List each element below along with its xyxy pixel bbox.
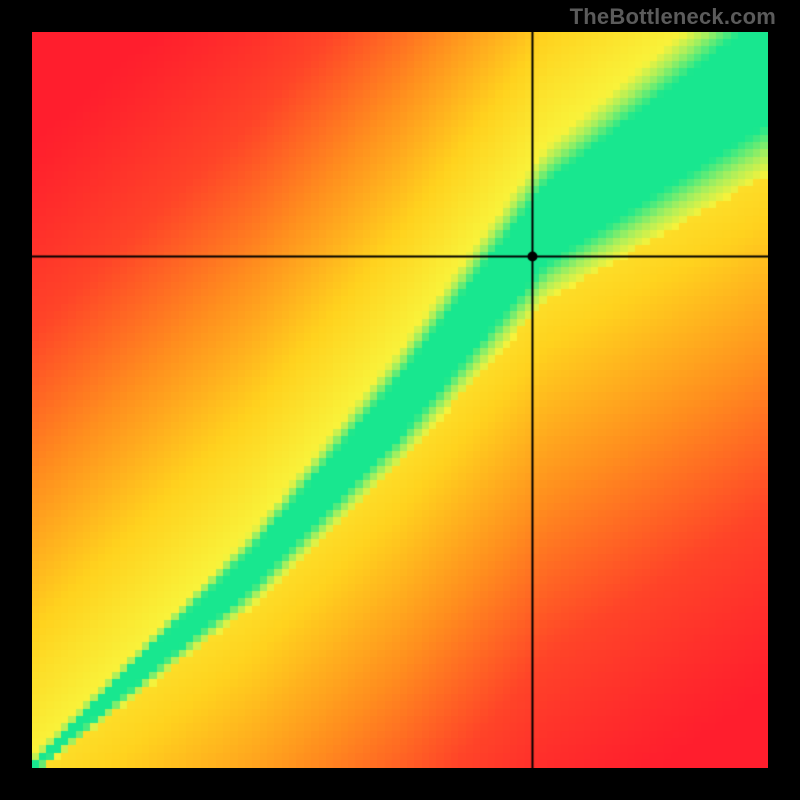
bottleneck-heatmap xyxy=(32,32,768,768)
chart-container: TheBottleneck.com xyxy=(0,0,800,800)
attribution-label: TheBottleneck.com xyxy=(570,4,776,30)
